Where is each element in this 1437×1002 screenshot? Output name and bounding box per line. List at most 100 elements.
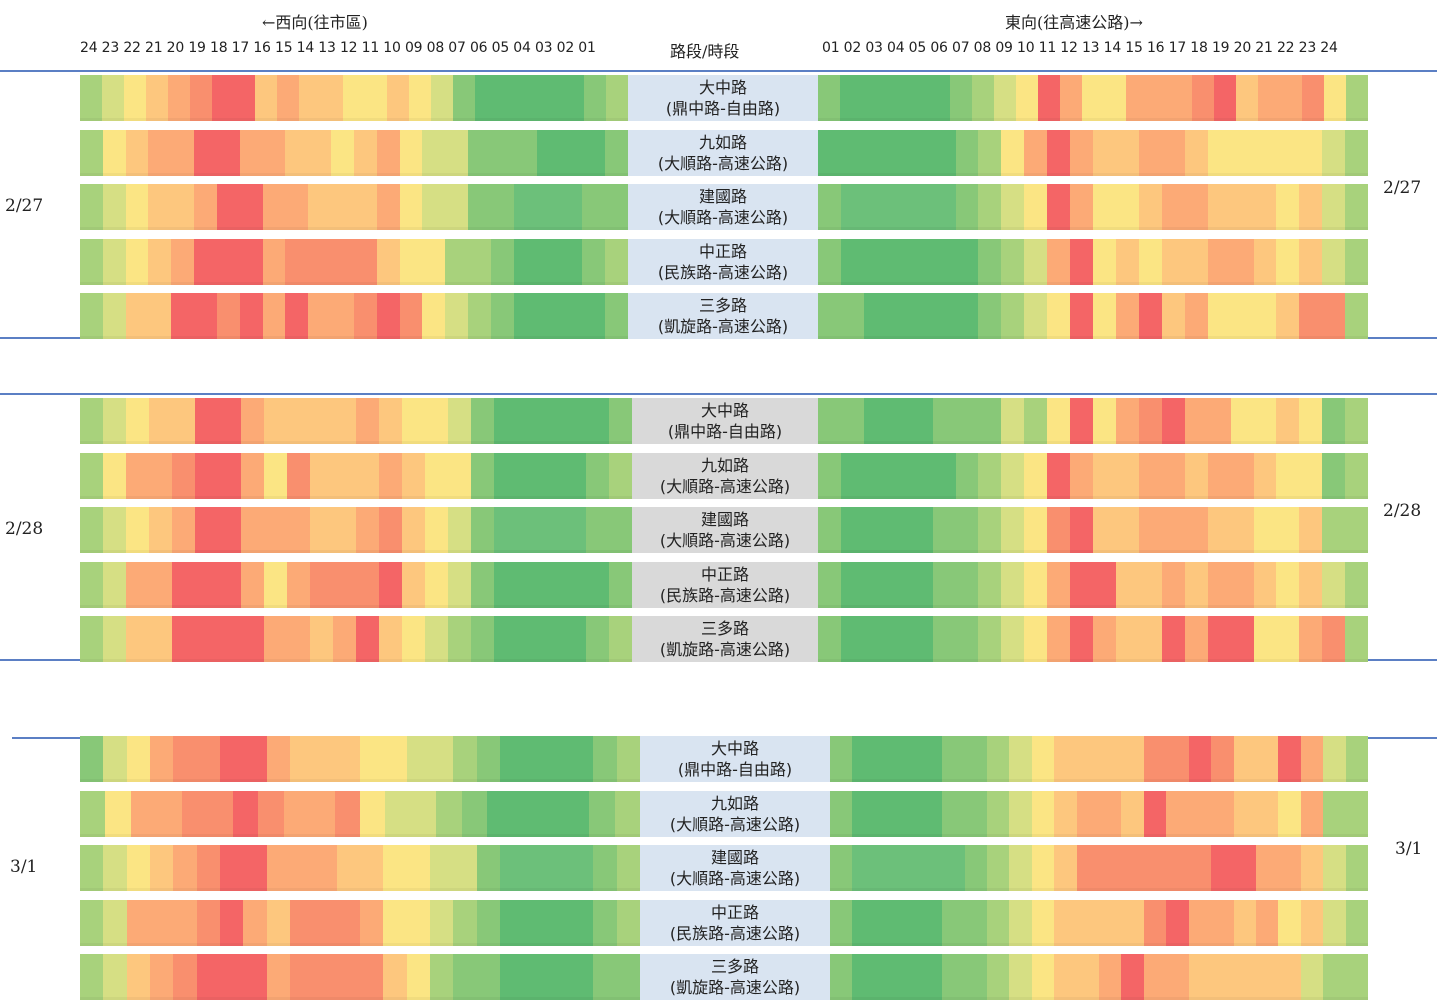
road-segment-label: 九如路 (大順路-高速公路) bbox=[632, 453, 818, 499]
heatmap-cell bbox=[310, 562, 333, 608]
heatmap-cell bbox=[1207, 507, 1231, 553]
heatmap-cell bbox=[359, 791, 386, 837]
heatmap-cell bbox=[1126, 75, 1148, 121]
heatmap-cell bbox=[429, 954, 454, 1000]
west-heatmap-row bbox=[80, 184, 628, 230]
heatmap-cell bbox=[605, 184, 628, 230]
heatmap-cell bbox=[1161, 239, 1185, 285]
heatmap-cell bbox=[402, 398, 425, 444]
heatmap-cell bbox=[1093, 616, 1116, 662]
heatmap-cell bbox=[1207, 130, 1231, 176]
heatmap-cell bbox=[1345, 398, 1369, 444]
heatmap-cell bbox=[932, 130, 956, 176]
heatmap-cell bbox=[241, 507, 264, 553]
heatmap-cell bbox=[364, 75, 387, 121]
heatmap-cell bbox=[1184, 398, 1208, 444]
heatmap-cell bbox=[1166, 736, 1189, 782]
heatmap-cell bbox=[331, 184, 354, 230]
heatmap-cell bbox=[1300, 736, 1324, 782]
road-segment-label: 建國路 (大順路-高速公路) bbox=[632, 507, 818, 553]
heatmap-cell bbox=[986, 736, 1010, 782]
heatmap-cell bbox=[359, 900, 384, 946]
heatmap-cell bbox=[1230, 562, 1254, 608]
heatmap-cell bbox=[494, 562, 517, 608]
heatmap-cell bbox=[1322, 616, 1346, 662]
heatmap-cell bbox=[476, 736, 500, 782]
heatmap-cell bbox=[1054, 791, 1077, 837]
road-segment-range: (大順路-高速公路) bbox=[669, 815, 801, 834]
east-heatmap-row bbox=[830, 900, 1369, 946]
heatmap-cell bbox=[830, 900, 853, 946]
heatmap-cell bbox=[1299, 562, 1323, 608]
heatmap-cell bbox=[569, 736, 594, 782]
heatmap-cell bbox=[1161, 616, 1185, 662]
west-heatmap-row bbox=[80, 845, 640, 891]
heatmap-cell bbox=[818, 293, 841, 339]
heatmap-cell bbox=[1276, 453, 1300, 499]
road-segment-label: 大中路 (鼎中路-自由路) bbox=[640, 736, 830, 782]
heatmap-cell bbox=[211, 75, 234, 121]
heatmap-cell bbox=[1047, 398, 1071, 444]
heatmap-cell bbox=[218, 562, 241, 608]
heatmap-cell bbox=[194, 130, 217, 176]
heatmap-cell bbox=[494, 453, 517, 499]
heatmap-cell bbox=[233, 75, 256, 121]
heatmap-cell bbox=[453, 900, 477, 946]
heatmap-cell bbox=[218, 507, 241, 553]
heatmap-cell bbox=[218, 616, 241, 662]
road-name: 九如路 bbox=[700, 456, 749, 475]
heatmap-cell bbox=[1009, 954, 1032, 1000]
heatmap-cell bbox=[126, 736, 150, 782]
heatmap-cell bbox=[149, 954, 174, 1000]
heatmap-cell bbox=[255, 75, 278, 121]
heatmap-cell bbox=[406, 845, 430, 891]
road-segment-range: (鼎中路-自由路) bbox=[677, 760, 793, 779]
heatmap-cell bbox=[429, 900, 454, 946]
heatmap-cell bbox=[468, 184, 491, 230]
heatmap-cell bbox=[239, 130, 263, 176]
heatmap-cell bbox=[243, 900, 267, 946]
date-label-left: 3/1 bbox=[10, 857, 38, 877]
heatmap-cell bbox=[840, 130, 864, 176]
heatmap-cell bbox=[285, 184, 309, 230]
heatmap-cell bbox=[448, 507, 471, 553]
road-segment-label: 中正路 (民族路-高速公路) bbox=[640, 900, 830, 946]
heatmap-cell bbox=[1121, 845, 1144, 891]
heatmap-cell bbox=[563, 398, 586, 444]
heatmap-cell bbox=[818, 616, 841, 662]
heatmap-cell bbox=[1345, 293, 1369, 339]
heatmap-cell bbox=[986, 791, 1010, 837]
heatmap-cell bbox=[103, 507, 126, 553]
heatmap-cell bbox=[333, 507, 356, 553]
heatmap-cell bbox=[359, 954, 384, 1000]
heatmap-cell bbox=[1082, 75, 1104, 121]
west-heatmap-row bbox=[80, 954, 640, 1000]
heatmap-cell bbox=[383, 736, 407, 782]
heatmap-cell bbox=[383, 900, 407, 946]
heatmap-cell bbox=[1099, 736, 1122, 782]
heatmap-cell bbox=[1256, 791, 1279, 837]
west-heatmap-row bbox=[80, 130, 628, 176]
heatmap-cell bbox=[149, 616, 172, 662]
heatmap-cell bbox=[353, 130, 377, 176]
heatmap-cell bbox=[1001, 130, 1025, 176]
heatmap-cell bbox=[1121, 736, 1144, 782]
heatmap-cell bbox=[1214, 75, 1236, 121]
heatmap-cell bbox=[266, 900, 290, 946]
heatmap-cell bbox=[863, 184, 887, 230]
heatmap-cell bbox=[232, 791, 259, 837]
heatmap-cell bbox=[402, 507, 425, 553]
heatmap-cell bbox=[262, 130, 286, 176]
heatmap-cell bbox=[1322, 398, 1346, 444]
heatmap-cell bbox=[1188, 900, 1212, 946]
heatmap-cell bbox=[195, 562, 218, 608]
heatmap-cell bbox=[1038, 75, 1060, 121]
heatmap-cell bbox=[1346, 75, 1368, 121]
heatmap-cell bbox=[243, 736, 267, 782]
heatmap-cell bbox=[1207, 616, 1231, 662]
heatmap-cell bbox=[445, 239, 469, 285]
heatmap-cell bbox=[266, 954, 290, 1000]
road-segment-label: 大中路 (鼎中路-自由路) bbox=[628, 75, 818, 121]
heatmap-cell bbox=[189, 75, 212, 121]
heatmap-cell bbox=[468, 293, 491, 339]
